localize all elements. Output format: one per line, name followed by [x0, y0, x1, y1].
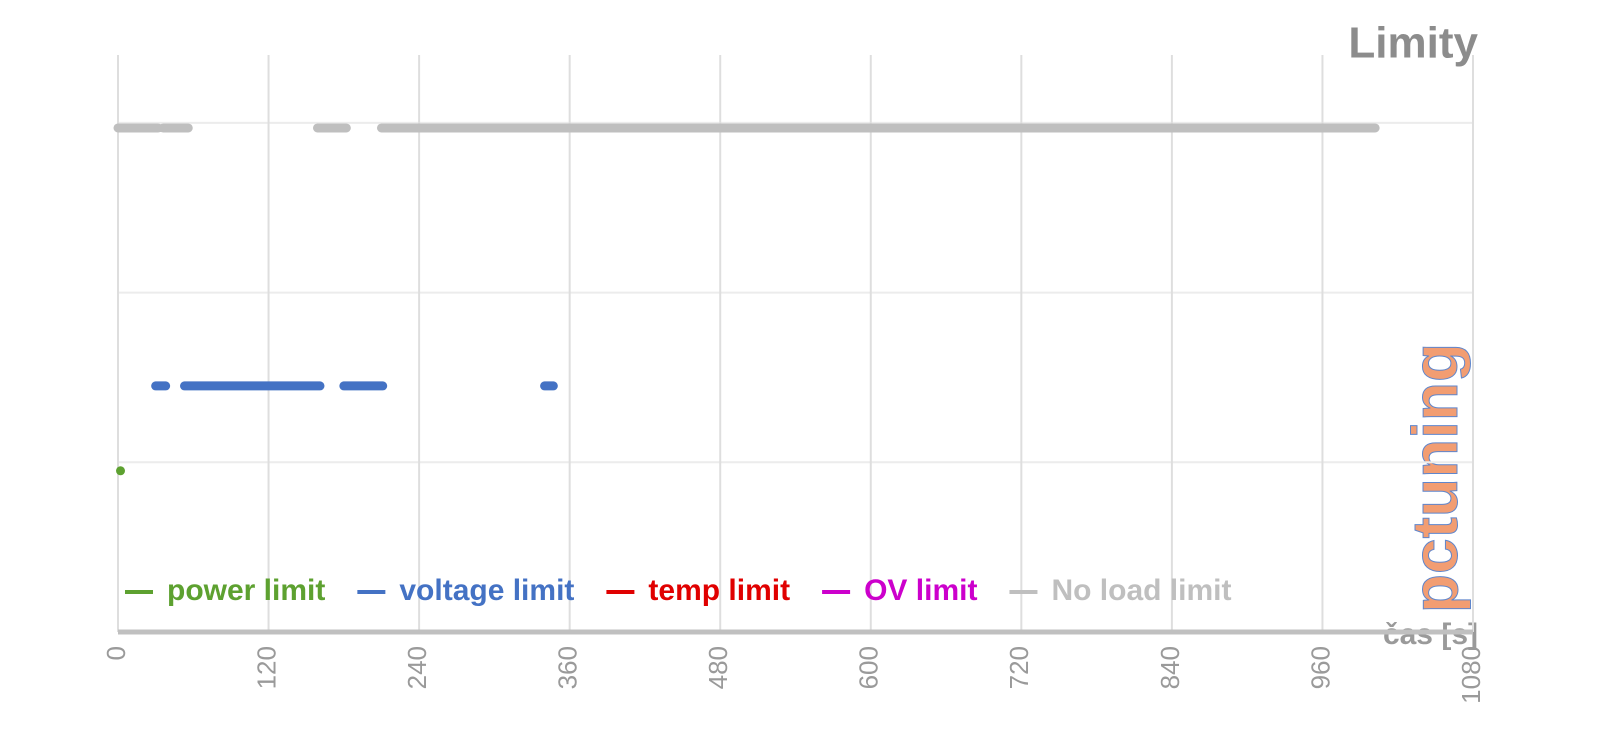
legend-label: voltage limit — [399, 574, 574, 607]
grid — [117, 55, 1474, 633]
x-tick-label: 0 — [101, 646, 131, 660]
x-tick-label: 240 — [402, 646, 432, 689]
watermark: pctuning — [1399, 343, 1471, 613]
x-tick-label: 840 — [1155, 646, 1185, 689]
x-tick-label: 960 — [1305, 646, 1335, 689]
legend-label: temp limit — [648, 574, 790, 607]
x-tick-label: 480 — [703, 646, 733, 689]
chart-title: Limity — [1348, 19, 1478, 68]
x-tick-label: 120 — [251, 646, 281, 689]
x-tick-label: 720 — [1004, 646, 1034, 689]
legend-label: OV limit — [864, 574, 977, 607]
x-tick-label: 600 — [854, 646, 884, 689]
x-tick-label: 1080 — [1456, 646, 1486, 704]
legend-label: power limit — [167, 574, 325, 607]
x-tick-label: 360 — [553, 646, 583, 689]
legend-label: No load limit — [1051, 574, 1231, 607]
